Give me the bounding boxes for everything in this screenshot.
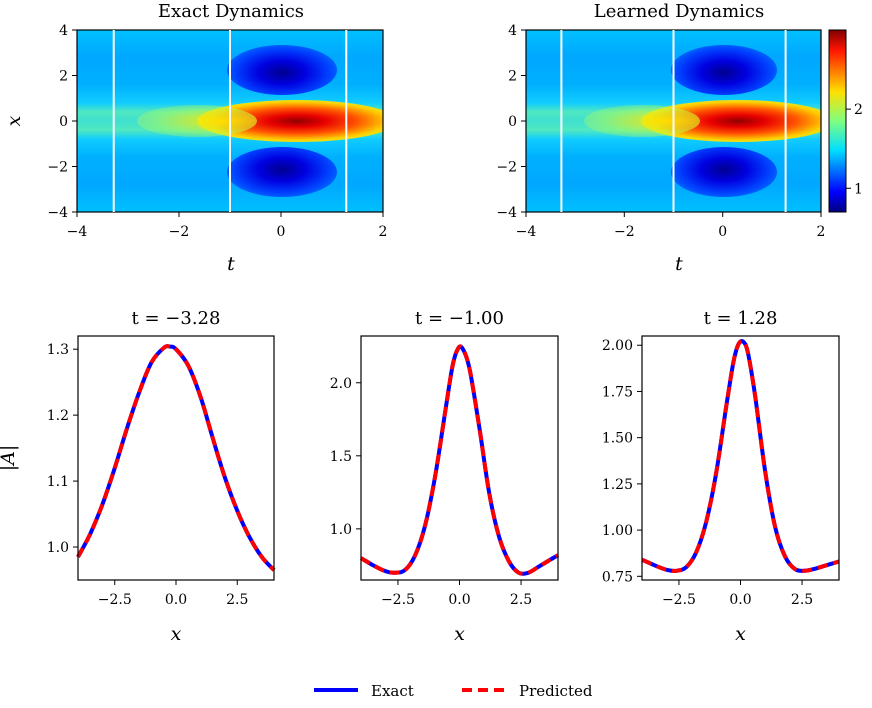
heatmap-exact-ytick: 0 [59, 114, 68, 130]
y-tick-label: 1.0 [330, 522, 352, 538]
heatmap-exact-ylabel: x [3, 115, 25, 126]
line-chart-frame [360, 335, 559, 581]
heatmap-exact-ytick: −2 [47, 160, 68, 176]
heatmap-learned-xlabel: t [675, 253, 683, 275]
y-axis-label: |A| [0, 445, 19, 472]
y-tick-label: 1.50 [602, 431, 633, 447]
heatmap-learned-ytick: 0 [508, 114, 517, 130]
x-tick-label: −2.5 [662, 592, 696, 608]
heatmap-learned-yticks: −4 −2 0 2 4 [496, 23, 526, 221]
x-axis-label: x [454, 623, 465, 645]
heatmap-learned-ytick: −2 [496, 160, 517, 176]
y-tick-label: 1.2 [47, 408, 69, 424]
heatmap-exact-slice-lines [112, 30, 348, 212]
series-exact-line [641, 339, 840, 573]
colorbar-tick-label: 1 [854, 181, 863, 197]
x-tick-label: 0.0 [729, 592, 751, 608]
heatmap-learned-xtick: 2 [817, 224, 826, 240]
heatmap-exact-ytick: 4 [59, 23, 68, 39]
colorbar: 12 [828, 29, 863, 213]
line-chart-frame [77, 335, 275, 581]
x-tick-label: 2.5 [226, 592, 248, 608]
y-tick-label: 1.5 [330, 449, 352, 465]
line-chart-t-neg3-28: t = −3.28 −2.5 0.0 2.5 1.0 1.1 1.2 1.3 x |A| [0, 308, 276, 645]
heatmap-learned-slice-lines [560, 30, 787, 212]
heatmap-exact-xlabel: t [227, 253, 235, 275]
line-chart-t-1-28: t = 1.28 −2.5 0.0 2.5 0.75 1.00 1.25 1.50 1.75 2.… [602, 308, 840, 645]
heatmap-exact-xticks: −4 −2 0 2 [67, 212, 388, 240]
heatmap-learned-xtick: −2 [614, 224, 635, 240]
line-chart-t-neg1-00: t = −1.00 −2.5 0.0 2.5 1.0 1.5 2.0 x [330, 308, 559, 645]
y-tick-label: 0.75 [602, 569, 633, 585]
y-tick-label: 1.3 [47, 342, 69, 358]
colorbar-gradient [828, 29, 847, 213]
x-axis-label: x [171, 623, 182, 645]
heatmap-exact-xtick: 0 [277, 224, 286, 240]
y-tick-label: 1.00 [602, 523, 633, 539]
y-tick-label: 1.75 [602, 384, 633, 400]
series-predicted-line [641, 339, 840, 573]
heatmap-learned-xtick: 0 [718, 224, 727, 240]
heatmap-learned-title: Learned Dynamics [594, 1, 765, 22]
series-predicted-line [359, 344, 559, 576]
y-tick-label: 1.0 [47, 540, 69, 556]
x-axis-label: x [735, 623, 746, 645]
legend: Exact Predicted [314, 682, 593, 700]
heatmap-learned-ytick: 2 [508, 69, 517, 85]
y-tick-label: 2.00 [602, 338, 633, 354]
heatmap-learned-xticks: −4 −2 0 2 [516, 212, 826, 240]
line-chart-title: t = 1.28 [704, 308, 778, 329]
y-tick-label: 1.1 [47, 474, 69, 490]
heatmap-exact-yticks: −4 −2 0 2 4 [47, 23, 77, 221]
heatmap-exact-xtick: −4 [67, 224, 88, 240]
heatmap-exact: Exact Dynamics −4 −2 0 2 −4 −2 0 2 4 t [3, 1, 387, 275]
legend-predicted-label: Predicted [519, 682, 593, 700]
x-tick-label: 0.0 [165, 592, 187, 608]
colorbar-ticks: 12 [846, 102, 863, 197]
series-predicted-line [76, 344, 276, 572]
heatmap-exact-ytick: 2 [59, 69, 68, 85]
legend-exact-label: Exact [371, 682, 414, 700]
series-exact-line [76, 344, 276, 572]
line-chart-frame [641, 335, 840, 581]
y-tick-label: 1.25 [602, 477, 633, 493]
heatmap-exact-xtick: −2 [169, 224, 190, 240]
heatmap-exact-xtick: 2 [379, 224, 388, 240]
heatmap-learned-xtick: −4 [516, 224, 537, 240]
heatmap-exact-title: Exact Dynamics [158, 1, 304, 22]
line-chart-title: t = −1.00 [415, 308, 504, 329]
heatmap-learned-ytick: −4 [496, 205, 517, 221]
x-tick-label: −2.5 [381, 592, 415, 608]
x-tick-label: 0.0 [448, 592, 470, 608]
heatmap-learned-ytick: 4 [508, 23, 517, 39]
x-tick-label: 2.5 [791, 592, 813, 608]
x-tick-label: −2.5 [98, 592, 132, 608]
series-exact-line [359, 344, 559, 576]
heatmap-learned: Learned Dynamics −4 −2 0 2 −4 −2 0 2 4 t [496, 1, 825, 275]
y-tick-label: 2.0 [330, 376, 352, 392]
line-chart-title: t = −3.28 [132, 308, 221, 329]
x-tick-label: 2.5 [510, 592, 532, 608]
heatmap-exact-ytick: −4 [47, 205, 68, 221]
colorbar-tick-label: 2 [854, 102, 863, 118]
